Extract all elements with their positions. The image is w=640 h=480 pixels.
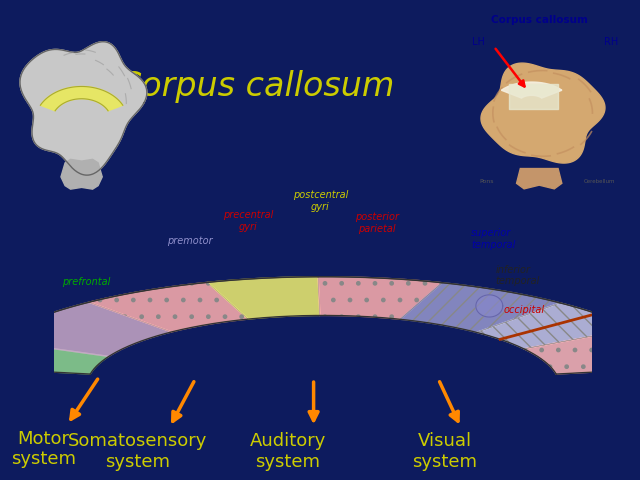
Polygon shape: [61, 159, 102, 189]
Polygon shape: [481, 63, 605, 163]
Polygon shape: [400, 283, 560, 332]
Text: premotor: premotor: [167, 236, 213, 246]
Polygon shape: [0, 351, 30, 408]
Text: superior
temporal: superior temporal: [471, 228, 515, 250]
Polygon shape: [476, 295, 503, 317]
Polygon shape: [0, 302, 172, 357]
Polygon shape: [477, 303, 634, 349]
Text: Auditory
system: Auditory system: [250, 432, 326, 471]
Text: Cerebellum: Cerebellum: [584, 180, 616, 184]
Text: Somatosensory
system: Somatosensory system: [68, 432, 207, 471]
Polygon shape: [516, 168, 562, 189]
Text: Visual
system: Visual system: [412, 432, 477, 471]
Text: prefrontal: prefrontal: [63, 276, 111, 287]
Text: LH: LH: [472, 37, 485, 48]
Polygon shape: [318, 277, 442, 319]
Text: Motor
system: Motor system: [11, 430, 76, 468]
Text: postcentral
gyri: postcentral gyri: [293, 190, 348, 212]
Text: RH: RH: [604, 37, 618, 48]
Text: Corpus callosum: Corpus callosum: [491, 15, 588, 25]
Polygon shape: [89, 282, 248, 332]
Text: Pons: Pons: [479, 180, 493, 184]
Polygon shape: [0, 392, 14, 416]
Polygon shape: [207, 277, 320, 319]
Text: posterior
parietal: posterior parietal: [355, 212, 399, 234]
Text: precentral
gyri: precentral gyri: [223, 210, 273, 232]
Polygon shape: [20, 42, 147, 175]
Polygon shape: [524, 328, 640, 374]
Polygon shape: [40, 86, 123, 111]
Polygon shape: [0, 340, 109, 374]
Text: occipital: occipital: [503, 305, 545, 315]
Text: Corpus callosum: Corpus callosum: [118, 70, 394, 103]
Text: inferior
temporal: inferior temporal: [495, 264, 540, 286]
Polygon shape: [501, 82, 562, 98]
